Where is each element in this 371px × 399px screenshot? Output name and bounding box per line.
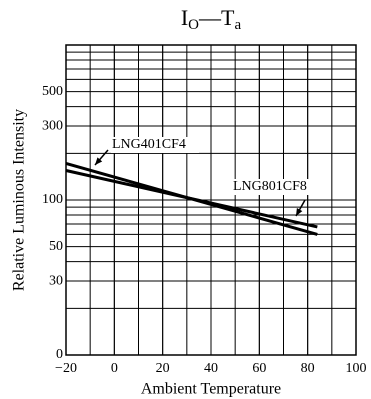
x-tick-label: −20 — [55, 361, 77, 376]
y-axis-label: Relative Luminous Intensity — [11, 109, 28, 291]
x-tick-label: 100 — [346, 361, 367, 376]
arrow-head — [95, 157, 103, 165]
series-label: LNG801CF8 — [233, 179, 307, 194]
title-part: — — [198, 5, 222, 30]
x-tick-label: 40 — [204, 361, 218, 376]
label-background — [232, 179, 320, 195]
title-part: O — [188, 17, 199, 33]
y-tick-label: 30 — [49, 273, 63, 288]
x-tick-label: 20 — [156, 361, 170, 376]
y-tick-label: 300 — [42, 118, 63, 133]
y-tick-label: 500 — [42, 84, 63, 99]
series-label: LNG401CF4 — [112, 137, 186, 152]
label-background — [111, 137, 199, 153]
chart-title: IO—Ta — [181, 5, 242, 33]
plot-frame — [65, 44, 357, 356]
title-part: I — [181, 5, 188, 30]
y-tick-label: 0 — [56, 347, 63, 362]
x-tick-label: 80 — [301, 361, 315, 376]
title-part: a — [234, 17, 241, 33]
x-tick-label: 0 — [111, 361, 118, 376]
series-line — [65, 169, 318, 229]
arrow-head — [296, 208, 303, 216]
x-axis-label: Ambient Temperature — [141, 381, 281, 398]
y-tick-label: 100 — [42, 192, 63, 207]
x-tick-label: 60 — [252, 361, 266, 376]
title-part: T — [221, 5, 235, 30]
y-tick-label: 50 — [49, 239, 63, 254]
